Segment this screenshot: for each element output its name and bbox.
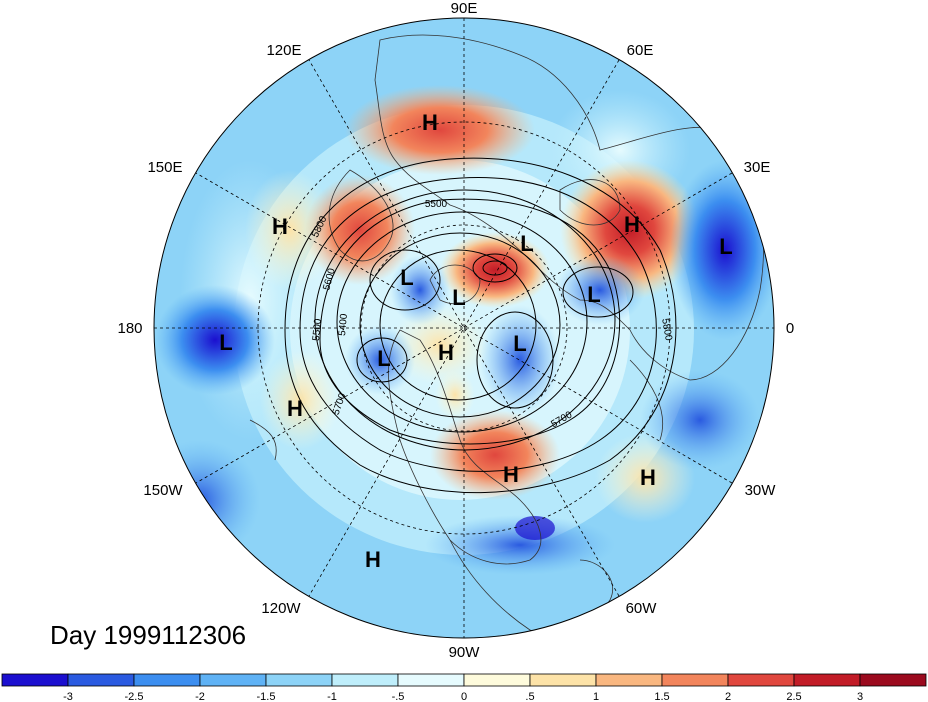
colorbar-swatch: [595, 673, 663, 687]
low-pressure-marker: L: [452, 285, 465, 310]
high-pressure-marker: H: [438, 340, 454, 365]
lon-label-120w: 120W: [261, 600, 301, 617]
lon-label-60e: 60E: [627, 42, 654, 59]
lon-label-90e: 90E: [451, 0, 478, 17]
colorbar-ticks: -3 -2.5 -2 -1.5 -1 -.5 0 .5 1 1.5 2 2.5 3: [63, 691, 863, 702]
lon-label-30w: 30W: [745, 482, 777, 499]
colorbar-swatch: [133, 673, 201, 687]
low-pressure-marker: L: [587, 282, 600, 307]
high-pressure-marker: H: [640, 465, 656, 490]
lon-label-120e: 120E: [266, 42, 301, 59]
height-contours: [284, 157, 677, 494]
high-pressure-marker: H: [287, 396, 303, 421]
contour-label: 5500: [425, 199, 448, 210]
colorbar-tick-label: 3: [857, 691, 863, 702]
contour-label: 5800: [659, 318, 674, 342]
lon-label-30e: 30E: [744, 159, 771, 176]
colorbar-tick-label: -3: [63, 691, 73, 702]
colorbar-swatch: [793, 673, 861, 687]
colorbar-tick-label: 0: [461, 691, 467, 702]
lon-label-60w: 60W: [626, 600, 658, 617]
high-pressure-marker: H: [624, 212, 640, 237]
colorbar-swatch: [661, 673, 729, 687]
colorbar-boxes: [1, 673, 927, 687]
lon-label-150w: 150W: [143, 482, 183, 499]
lon-label-150e: 150E: [147, 159, 182, 176]
contour-label: 5400: [337, 313, 350, 337]
longitude-labels: 90E 60E 30E 0 30W 60W 90W 120W 150W 180 …: [117, 0, 794, 661]
colorbar-swatch: [529, 673, 597, 687]
colorbar-swatch: [463, 673, 531, 687]
graticule: [154, 18, 774, 638]
lon-label-0: 0: [786, 320, 794, 337]
colorbar-swatch: [265, 673, 333, 687]
colorbar-swatch: [67, 673, 135, 687]
high-pressure-marker: H: [272, 214, 288, 239]
colorbar-tick-label: -2: [195, 691, 205, 702]
colorbar-swatch: [1, 673, 69, 687]
low-pressure-marker: L: [719, 234, 732, 259]
colorbar-tick-label: 1: [593, 691, 599, 702]
high-pressure-marker: H: [422, 110, 438, 135]
colorbar-tick-label: -.5: [392, 691, 405, 702]
high-pressure-marker: H: [365, 547, 381, 572]
colorbar-tick-label: .5: [525, 691, 534, 702]
low-pressure-marker: L: [520, 231, 533, 256]
contour-label: 5500: [311, 318, 324, 342]
colorbar-tick-label: -1: [327, 691, 337, 702]
pressure-systems: H H H H H H H H L L L L L L L L: [219, 110, 732, 572]
colorbar-swatch: [331, 673, 399, 687]
colorbar-tick-label: 2.5: [786, 691, 801, 702]
low-pressure-marker: L: [377, 346, 390, 371]
low-pressure-marker: L: [219, 330, 232, 355]
colorbar-swatch: [859, 673, 927, 687]
globe-border: [153, 17, 775, 639]
colorbar-tick-label: -1.5: [257, 691, 276, 702]
lon-label-180: 180: [117, 320, 142, 337]
colorbar-swatch: [727, 673, 795, 687]
day-title: Day 1999112306: [50, 620, 247, 650]
high-pressure-marker: H: [503, 462, 519, 487]
low-pressure-marker: L: [400, 265, 413, 290]
colorbar-swatch: [199, 673, 267, 687]
colorbar-tick-label: -2.5: [125, 691, 144, 702]
colorbar: -3 -2.5 -2 -1.5 -1 -.5 0 .5 1 1.5 2 2.5 3: [1, 673, 927, 702]
colorbar-swatch: [397, 673, 465, 687]
colorbar-tick-label: 1.5: [654, 691, 669, 702]
lon-label-90w: 90W: [449, 644, 481, 661]
low-pressure-marker: L: [513, 331, 526, 356]
colorbar-tick-label: 2: [725, 691, 731, 702]
